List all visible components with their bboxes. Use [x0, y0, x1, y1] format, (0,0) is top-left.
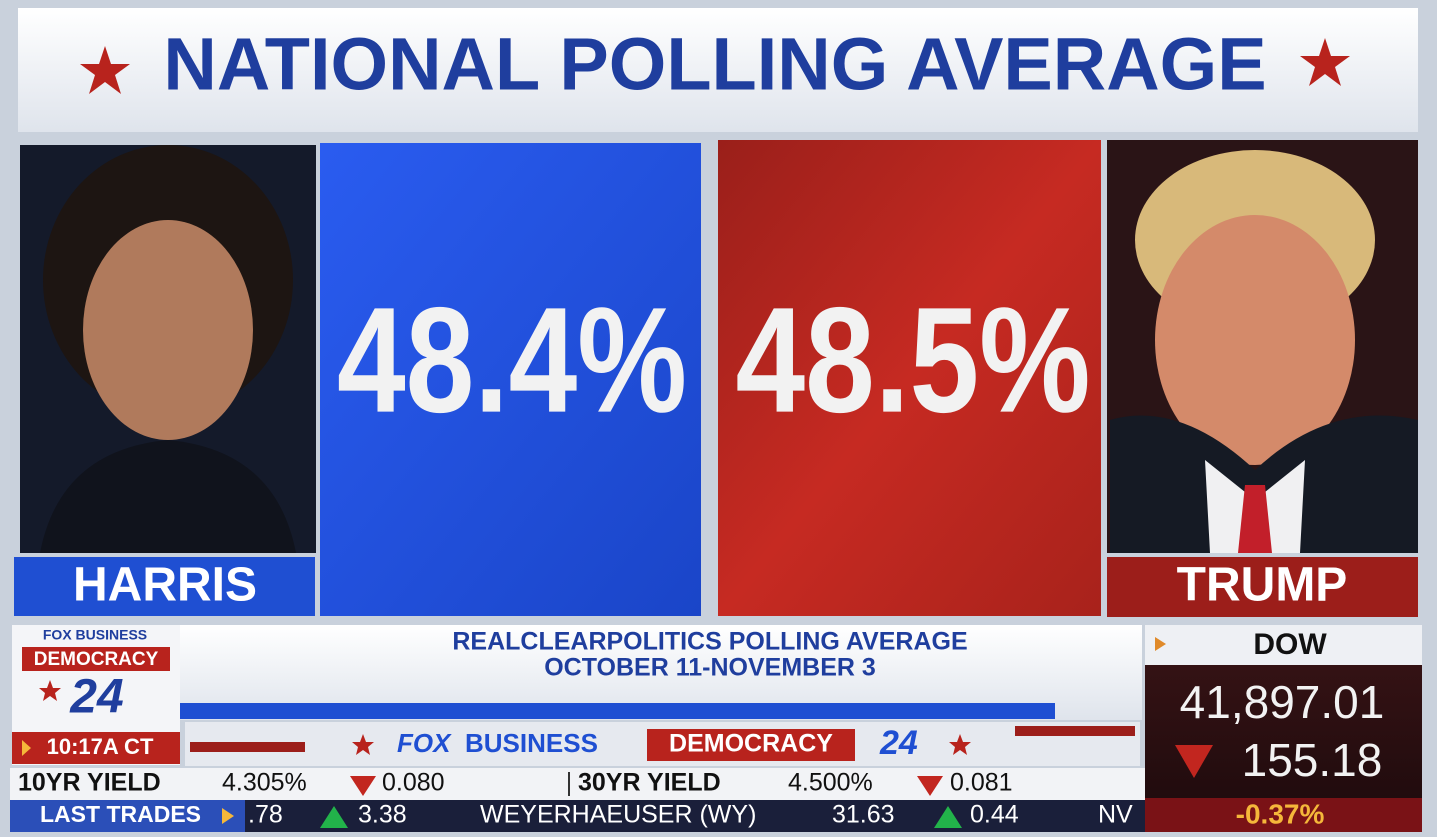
ticker-label: 30YR YIELD	[578, 769, 721, 797]
dow-change: 155.18	[1242, 734, 1383, 786]
strip-brand: DEMOCRACY	[669, 730, 833, 758]
ticker-label-bg	[10, 800, 245, 832]
star	[39, 680, 61, 701]
name-label	[1107, 557, 1418, 617]
arrow	[1155, 637, 1166, 651]
down-arrow	[917, 776, 943, 796]
time-bg	[12, 732, 180, 764]
ticker-label: 10YR YIELD	[18, 769, 161, 797]
dow-header	[1145, 625, 1422, 665]
photo-body	[40, 440, 296, 553]
ticker-label: LAST TRADES	[40, 801, 201, 827]
poll-value: 48.4%	[337, 276, 687, 444]
dow-label: DOW	[1253, 628, 1327, 661]
ticker-value: .78	[248, 801, 283, 829]
ticker-value: 4.305%	[222, 769, 307, 797]
star	[352, 734, 374, 755]
strip-business: BUSINESS	[465, 728, 598, 758]
ticker-change: 0.080	[382, 769, 445, 797]
star	[80, 46, 130, 94]
ticker-change: 0.081	[950, 769, 1013, 797]
down-arrow	[350, 776, 376, 796]
decor-stripe	[1015, 726, 1135, 736]
candidate-name: TRUMP	[1177, 559, 1348, 612]
arrow	[222, 808, 234, 824]
strip-brand-bg	[647, 729, 855, 761]
up-arrow	[320, 806, 348, 828]
title-band	[18, 8, 1418, 132]
value-box	[320, 143, 701, 616]
source-line: REALCLEARPOLITICS POLLING AVERAGE	[452, 628, 967, 656]
ticker-company: NV	[1098, 801, 1133, 829]
value-box	[718, 140, 1101, 616]
logo-brand: DEMOCRACY	[34, 649, 159, 670]
arrow	[22, 740, 31, 756]
candidate-name: HARRIS	[73, 559, 257, 612]
source-line: OCTOBER 11-NOVEMBER 3	[544, 654, 876, 682]
logo-year: 24	[69, 671, 123, 724]
poll-value: 48.5%	[736, 276, 1091, 444]
dow-percent-bg	[1145, 798, 1422, 832]
dow-percent: -0.37%	[1236, 798, 1325, 829]
strip-fox: FOX	[397, 728, 452, 758]
decor-stripe	[190, 742, 305, 752]
ticker-company: WEYERHAEUSER (WY)	[480, 801, 756, 829]
photo-face	[83, 220, 253, 440]
strip-year: 24	[879, 724, 918, 762]
photo-body	[1110, 415, 1418, 553]
ticker-row	[10, 768, 1145, 800]
logo-brand-bg	[22, 647, 170, 671]
separator	[568, 772, 570, 796]
time: 10:17A CT	[47, 734, 154, 759]
ticker-value: 31.63	[832, 801, 895, 829]
star	[1300, 38, 1350, 86]
ticker-change: 0.44	[970, 801, 1019, 829]
ticker-value: 4.500%	[788, 769, 873, 797]
name-label	[14, 557, 315, 616]
down-arrow	[1175, 745, 1213, 778]
up-arrow	[934, 806, 962, 828]
title: NATIONAL POLLING AVERAGE	[163, 23, 1266, 106]
decor-stripe	[180, 703, 1055, 719]
photo-tie	[1238, 485, 1272, 553]
logo-network: FOX BUSINESS	[43, 627, 147, 643]
star	[949, 734, 971, 755]
ticker-change: 3.38	[358, 801, 407, 829]
dow-value: 41,897.01	[1180, 676, 1385, 728]
photo-face	[1155, 215, 1355, 465]
